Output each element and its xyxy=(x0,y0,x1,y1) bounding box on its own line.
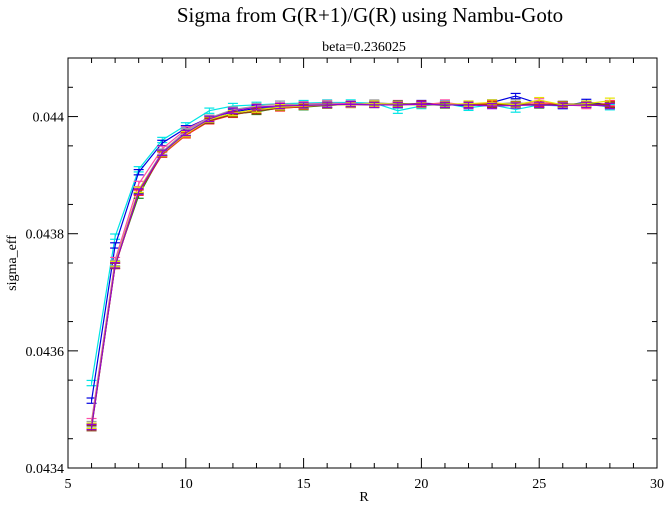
series-line xyxy=(90,95,610,401)
series-4 xyxy=(86,99,615,428)
x-tick-label: 20 xyxy=(414,477,428,492)
series-8 xyxy=(86,96,615,430)
series-2 xyxy=(86,92,615,404)
error-bar xyxy=(510,102,521,109)
y-tick-label: 0.0436 xyxy=(26,345,65,360)
error-bar xyxy=(557,102,568,109)
series-line xyxy=(90,103,610,429)
series-layer xyxy=(86,92,615,432)
error-bar xyxy=(157,149,168,157)
error-bar xyxy=(392,107,403,114)
y-tick-label: 0.044 xyxy=(33,111,65,126)
error-bar xyxy=(275,102,286,110)
x-tick-label: 5 xyxy=(65,477,72,492)
error-bar xyxy=(133,168,144,176)
error-bar xyxy=(487,102,498,110)
series-line xyxy=(90,101,610,384)
error-bar xyxy=(298,102,309,109)
series-line xyxy=(90,101,610,425)
series-line xyxy=(90,103,610,428)
y-tick-label: 0.0438 xyxy=(26,228,65,243)
error-bar xyxy=(180,129,191,137)
x-tick-label: 25 xyxy=(532,477,546,492)
y-tick-label: 0.0434 xyxy=(26,462,65,477)
x-axis-label: R xyxy=(359,490,369,505)
error-bar xyxy=(204,115,215,123)
series-line xyxy=(90,103,610,428)
error-bar xyxy=(439,101,450,109)
error-bar xyxy=(86,423,97,431)
x-tick-label: 15 xyxy=(297,477,311,492)
series-1 xyxy=(86,99,615,387)
y-axis: 0.0434 0.0436 0.0438 0.044 xyxy=(26,86,657,477)
series-3 xyxy=(86,98,615,425)
chart-title: Sigma from G(R+1)/G(R) using Nambu-Goto xyxy=(177,3,563,27)
error-bar xyxy=(110,262,121,269)
error-bar xyxy=(392,101,403,109)
error-bar xyxy=(227,107,238,114)
error-bar xyxy=(322,101,333,109)
x-tick-label: 10 xyxy=(179,477,193,492)
error-bar xyxy=(581,101,592,109)
error-bar xyxy=(251,103,262,111)
error-bar xyxy=(510,92,521,100)
error-bar xyxy=(204,107,215,114)
error-bar xyxy=(345,101,356,108)
y-axis-label: sigma_eff xyxy=(5,235,20,291)
error-bar xyxy=(463,101,474,109)
series-9 xyxy=(86,101,615,431)
x-tick-label: 30 xyxy=(650,477,664,492)
error-bar xyxy=(604,102,615,110)
error-bar xyxy=(534,101,545,109)
error-bar xyxy=(369,101,380,109)
series-line xyxy=(90,103,610,426)
plot-frame xyxy=(67,57,658,469)
chart-subtitle: beta=0.236025 xyxy=(322,40,406,55)
error-bar xyxy=(133,188,144,195)
x-axis: 5 10 15 20 25 30 xyxy=(65,58,664,492)
error-bar xyxy=(416,101,427,108)
